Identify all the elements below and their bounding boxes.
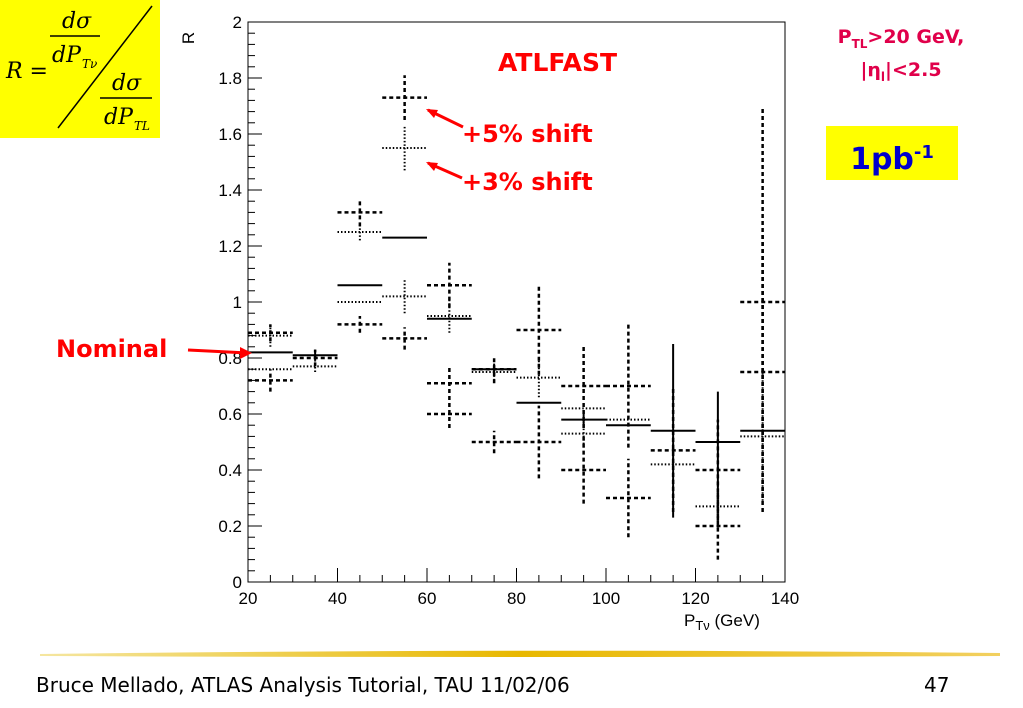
data-point-dashed xyxy=(695,419,741,521)
luminosity-exp: -1 xyxy=(913,142,934,163)
chart-axes: 20 40 60 80 100 120 14000.20.40.60.811.21.41.6… xyxy=(179,13,799,633)
data-point-dashed xyxy=(382,327,427,350)
data-point-dotted xyxy=(382,279,427,314)
y-tick-label: 1.8 xyxy=(218,69,242,88)
x-axis-title: PTν (GeV) xyxy=(684,611,760,633)
y-tick-label: 1 xyxy=(233,293,242,312)
data-point-dashed xyxy=(337,198,383,227)
data-point-dashed xyxy=(695,492,741,560)
cut-pt: PTL>20 GeV, xyxy=(806,24,996,57)
chart-marks xyxy=(248,75,785,560)
data-point-dashed xyxy=(292,349,338,367)
formula-num-d: dσ xyxy=(62,9,92,34)
annotation-arrows xyxy=(187,108,464,359)
cut-pt-symbol: P xyxy=(837,26,852,48)
data-point-dashed xyxy=(471,430,517,454)
x-axis-title-unit: (GeV) xyxy=(710,611,760,630)
y-tick-label: 2 xyxy=(233,13,242,32)
page-number: 47 xyxy=(924,673,950,697)
cut-eta: |ηl|<2.5 xyxy=(806,57,996,90)
data-point-dashed xyxy=(471,355,517,384)
plot-frame xyxy=(247,21,786,583)
cut-pt-sub: TL xyxy=(851,36,868,51)
data-point-dashed xyxy=(561,344,606,428)
data-point-dashed xyxy=(606,324,651,448)
data-point-dashed xyxy=(516,285,562,375)
x-tick-label: 120 xyxy=(681,589,709,608)
y-tick-label: 1.4 xyxy=(218,181,242,200)
x-axis-title-base: P xyxy=(684,611,695,630)
cut-eta-symbol: |η xyxy=(860,58,881,81)
formula-num-sub: Tν xyxy=(82,57,97,71)
formula-den-den: dP xyxy=(104,105,134,130)
data-point-dashed xyxy=(427,262,472,308)
cut-pt-value: >20 GeV, xyxy=(867,26,965,48)
luminosity-badge: 1pb-1 xyxy=(826,126,958,180)
y-tick-label: 0.4 xyxy=(218,461,242,480)
data-point-dashed xyxy=(427,366,472,400)
arrow-shift5-head xyxy=(426,109,438,118)
y-tick-label: 0 xyxy=(233,573,242,592)
x-tick-label: 140 xyxy=(771,589,799,608)
annotation-shift5: +5% shift xyxy=(462,120,593,148)
data-point-dotted xyxy=(740,372,785,501)
y-tick-label: 0.2 xyxy=(218,517,242,536)
formula-slash xyxy=(57,5,153,129)
data-point-dashed xyxy=(516,405,562,479)
y-tick-label: 1.6 xyxy=(218,125,242,144)
formula-num-den: dP xyxy=(52,43,82,68)
luminosity-base: 1pb xyxy=(850,142,914,177)
x-axis-title-sub: Tν xyxy=(695,618,709,633)
data-point-dotted xyxy=(337,223,383,241)
arrow-nominal-line xyxy=(187,348,249,355)
footer-divider xyxy=(40,650,1000,657)
data-point-dotted xyxy=(248,324,293,347)
x-tick-label: 80 xyxy=(507,589,526,608)
formula-den-sub: TL xyxy=(134,119,150,133)
y-tick-label: 1.2 xyxy=(218,237,242,256)
data-point-dotted xyxy=(561,419,606,448)
ratio-formula-graphic: R = dσ dP Tν dσ dP TL xyxy=(5,5,153,133)
cut-eta-value: |<2.5 xyxy=(885,58,942,81)
data-point-dotted xyxy=(382,125,427,171)
x-tick-label: 40 xyxy=(328,589,347,608)
data-point-dashed xyxy=(561,436,606,504)
annotation-nominal: Nominal xyxy=(56,335,168,363)
data-point-dashed xyxy=(382,75,427,120)
data-point-dashed xyxy=(650,388,696,512)
formula-lhs: R = xyxy=(5,59,48,84)
data-point-dashed xyxy=(427,400,472,428)
chart-label-atlfast: ATLFAST xyxy=(498,48,618,77)
formula-den-d: dσ xyxy=(112,71,142,96)
data-point-dashed xyxy=(248,324,293,342)
footer-divider-shape xyxy=(40,650,1000,657)
annotation-shift3: +3% shift xyxy=(462,168,593,196)
selection-cuts: PTL>20 GeV, |ηl|<2.5 xyxy=(806,24,996,90)
data-point-dotted xyxy=(427,299,472,333)
footer-citation: Bruce Mellado, ATLAS Analysis Tutorial, … xyxy=(36,673,570,697)
y-axis-title: R xyxy=(179,32,198,44)
x-tick-label: 20 xyxy=(239,589,258,608)
data-point-dashed xyxy=(337,316,383,333)
x-tick-label: 100 xyxy=(592,589,620,608)
cut-eta-sub: l xyxy=(880,69,886,84)
x-tick-label: 60 xyxy=(418,589,437,608)
arrow-nominal-head xyxy=(240,347,252,359)
y-tick-label: 0.6 xyxy=(218,405,242,424)
ratio-formula: R = dσ dP Tν dσ dP TL xyxy=(0,0,160,138)
data-point-dashed xyxy=(740,232,785,512)
data-point-dashed xyxy=(606,458,651,538)
data-point-dashed xyxy=(248,369,293,392)
arrow-shift3-head xyxy=(426,162,438,171)
